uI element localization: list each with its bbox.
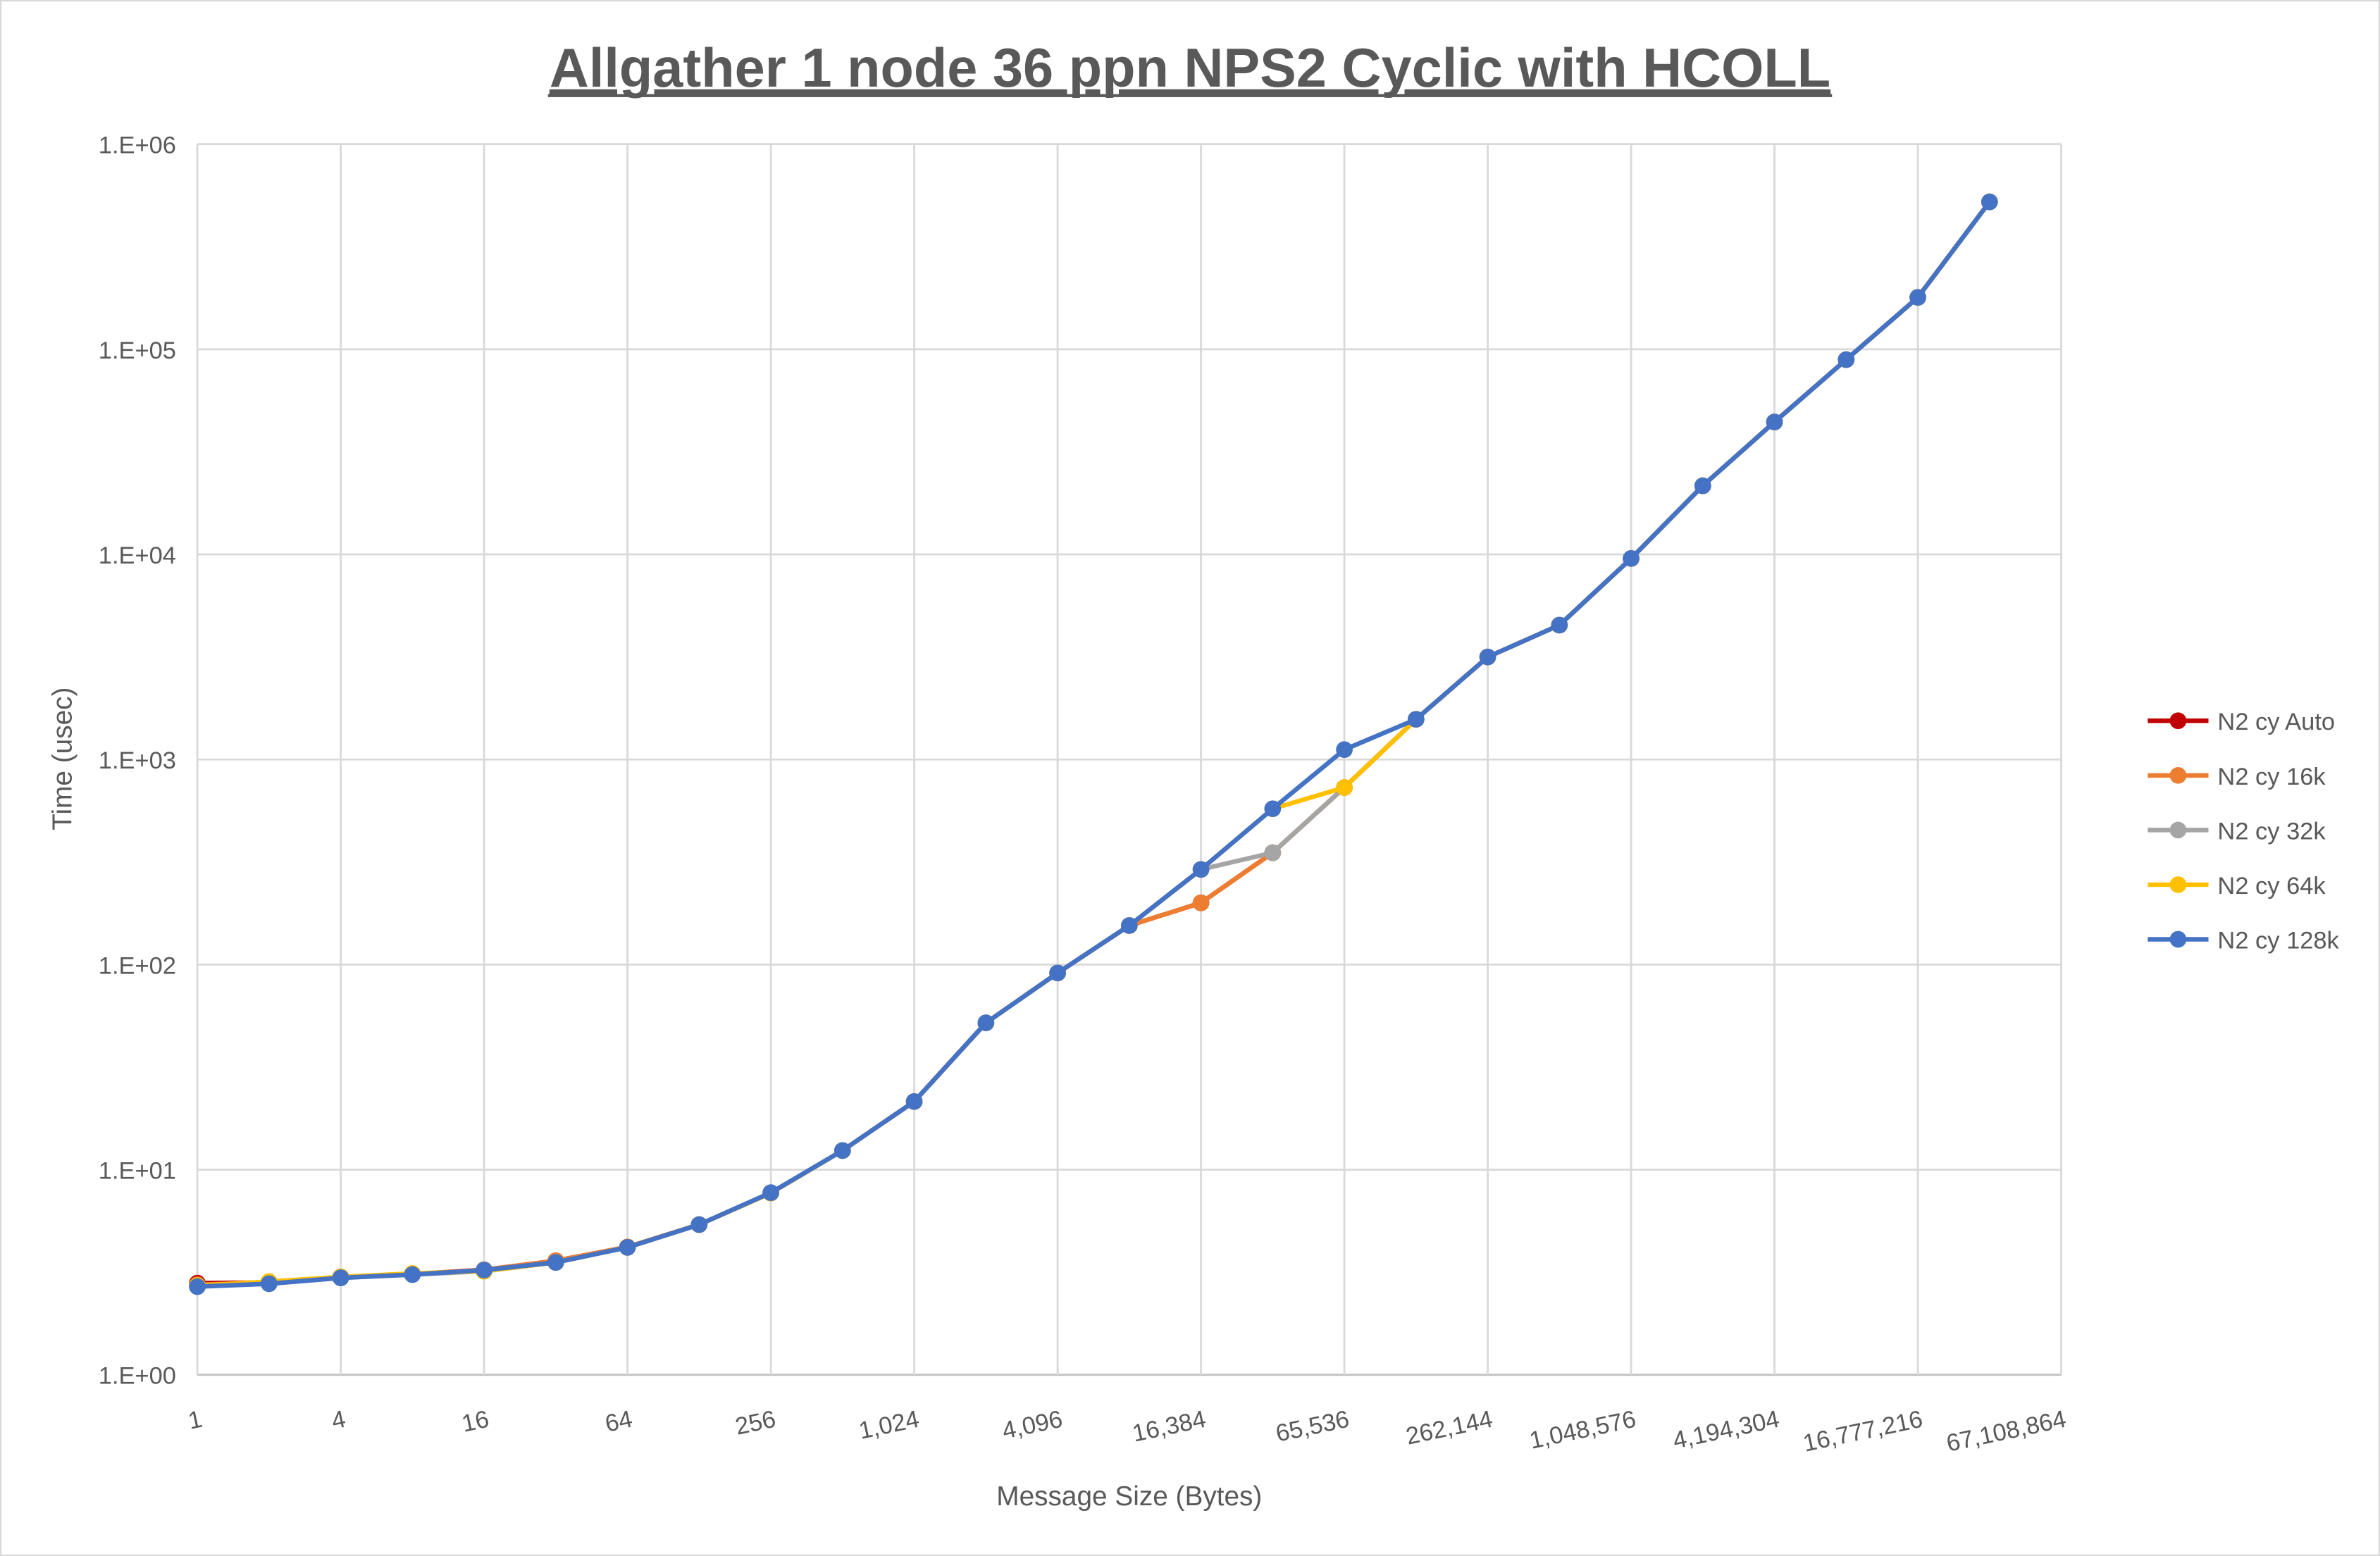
data-point — [1336, 779, 1353, 796]
data-point — [1766, 413, 1783, 430]
legend-swatch-marker — [2169, 931, 2187, 948]
legend-item: N2 cy Auto — [2147, 709, 2335, 735]
chart-title: Allgather 1 node 36 ppn NPS2 Cyclic with… — [550, 38, 1830, 99]
data-point — [260, 1275, 278, 1293]
legend-swatch-marker — [2169, 821, 2187, 839]
data-point — [1981, 193, 1998, 211]
data-point — [189, 1278, 206, 1295]
data-point — [547, 1254, 564, 1271]
data-point — [1049, 964, 1066, 982]
series-n2-cy-128k — [189, 193, 1998, 1295]
data-point — [762, 1184, 779, 1202]
data-point — [977, 1014, 995, 1031]
legend-item: N2 cy 32k — [2147, 818, 2326, 845]
data-point — [690, 1216, 708, 1233]
data-point — [1837, 351, 1855, 368]
legend-item: N2 cy 16k — [2147, 764, 2326, 790]
x-tick-label: 64 — [602, 1406, 634, 1438]
data-point — [1909, 289, 1926, 306]
legend-label: N2 cy 64k — [2217, 873, 2326, 900]
data-point — [905, 1093, 923, 1110]
data-point — [404, 1266, 421, 1283]
y-tick-label: 1.E+05 — [99, 337, 176, 364]
data-point — [1623, 550, 1640, 567]
data-point — [1192, 894, 1210, 911]
y-tick-label: 1.E+01 — [99, 1158, 176, 1185]
x-axis-label: Message Size (Bytes) — [996, 1481, 1262, 1512]
legend-label: N2 cy 16k — [2217, 764, 2326, 790]
data-point — [1407, 711, 1425, 728]
y-axis-label: Time (usec) — [47, 687, 78, 830]
y-tick-label: 1.E+00 — [99, 1363, 176, 1390]
data-point — [332, 1269, 349, 1286]
x-tick-label: 16 — [459, 1406, 491, 1438]
legend-label: N2 cy 128k — [2217, 927, 2339, 954]
y-tick-label: 1.E+02 — [99, 952, 176, 979]
data-point — [619, 1239, 636, 1256]
series-line — [197, 200, 1992, 1289]
legend-item: N2 cy 128k — [2147, 927, 2340, 954]
data-point — [1694, 477, 1711, 494]
data-point — [1120, 917, 1138, 934]
legend: N2 cy Auto N2 cy 16k N2 cy 32k N2 cy 64k N2 … — [2147, 709, 2340, 954]
data-point — [1479, 648, 1496, 666]
legend-label: N2 cy Auto — [2217, 709, 2335, 735]
legend-swatch-marker — [2169, 766, 2187, 784]
series-group — [189, 193, 1998, 1295]
legend-item: N2 cy 64k — [2147, 873, 2326, 900]
gridlines — [196, 143, 2062, 1376]
data-point — [1264, 844, 1282, 861]
data-point — [476, 1262, 492, 1278]
data-point — [1192, 861, 1210, 878]
legend-swatch-marker — [2169, 712, 2187, 730]
y-tick-label: 1.E+03 — [99, 747, 176, 774]
y-tick-label: 1.E+06 — [99, 132, 176, 159]
data-point — [833, 1142, 851, 1159]
data-point — [1264, 800, 1282, 818]
data-point — [1551, 616, 1568, 634]
data-point — [1336, 741, 1353, 759]
y-axis-ticks: 1.E+00 1.E+01 1.E+02 1.E+03 1.E+04 1.E+05 1.E+… — [99, 132, 176, 1390]
y-tick-label: 1.E+04 — [99, 542, 176, 569]
legend-label: N2 cy 32k — [2217, 818, 2326, 845]
legend-swatch-marker — [2169, 876, 2187, 893]
